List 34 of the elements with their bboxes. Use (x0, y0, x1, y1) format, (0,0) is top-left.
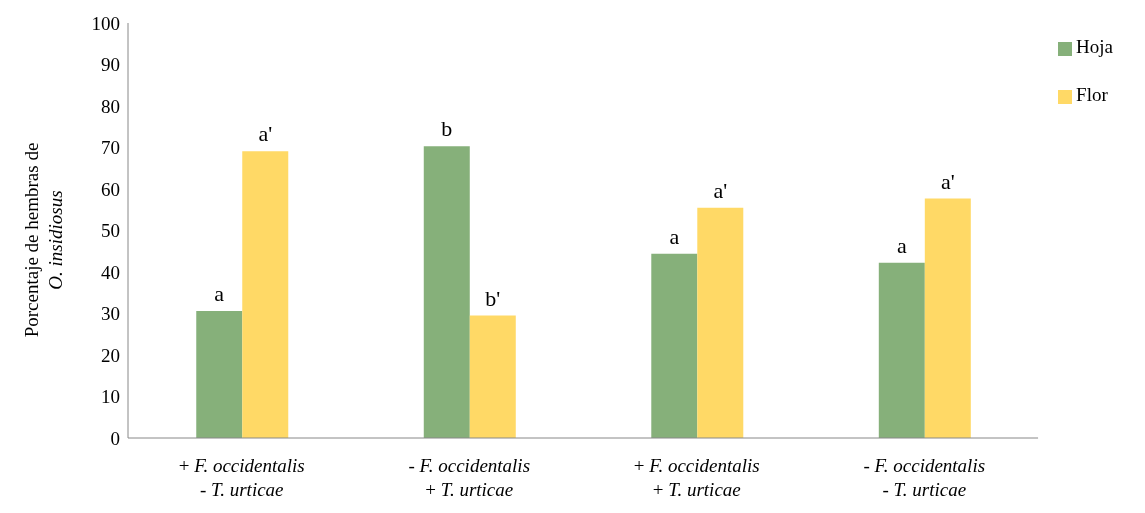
y-tick-label: 50 (101, 220, 120, 242)
annotation: b' (485, 285, 501, 311)
bar (196, 311, 243, 438)
bar (651, 253, 698, 438)
y-tick-label: 20 (101, 344, 120, 366)
legend-label: Hoja (1076, 36, 1113, 57)
y-tick-label: 30 (101, 303, 120, 325)
bar (423, 146, 470, 438)
annotation: a' (713, 177, 728, 203)
y-tick-label: 70 (101, 137, 120, 159)
annotation: a (669, 223, 680, 249)
x-tick-label: - F. occidentalis + T. urticae (408, 455, 531, 500)
bar (242, 151, 289, 438)
y-tick-label: 10 (101, 386, 120, 408)
bar (469, 315, 516, 438)
bar (924, 198, 971, 438)
bar (697, 207, 744, 438)
y-axis-title: Porcentaje de hembras de O. insidiosus (21, 142, 66, 338)
x-tick-label: + F. occidentalis - T. urticae (178, 455, 305, 500)
annotation: a' (258, 121, 273, 147)
bar (878, 262, 925, 438)
x-tick-label: - F. occidentalis - T. urticae (863, 455, 986, 500)
legend-label: Flor (1076, 84, 1108, 105)
annotation: a (214, 281, 225, 307)
y-tick-label: 60 (101, 178, 120, 200)
y-tick-label: 80 (101, 95, 120, 117)
y-tick-label: 40 (101, 261, 120, 283)
y-tick-label: 0 (110, 427, 120, 449)
x-tick-label: + F. occidentalis + T. urticae (633, 455, 760, 500)
annotation: b (441, 116, 453, 142)
y-tick-label: 90 (101, 54, 120, 76)
annotation: a (896, 232, 907, 258)
annotation: a' (940, 168, 955, 194)
y-tick-label: 100 (91, 12, 120, 34)
